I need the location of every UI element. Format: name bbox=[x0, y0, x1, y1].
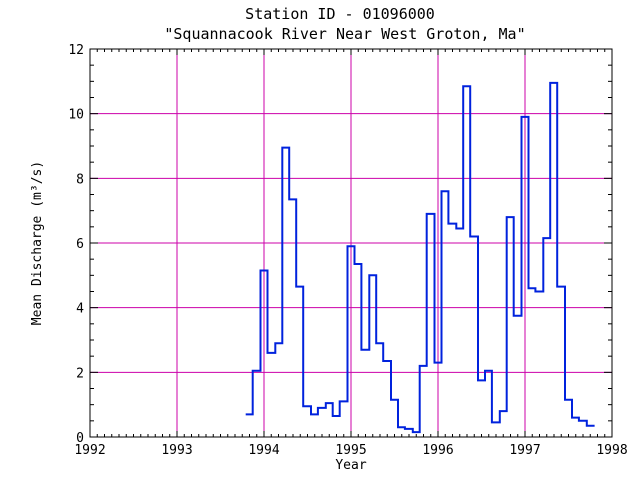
x-tick-label: 1997 bbox=[509, 443, 540, 458]
y-axis-label: Mean Discharge (m³/s) bbox=[30, 161, 45, 325]
x-tick-label: 1996 bbox=[422, 443, 453, 458]
y-tick-label: 8 bbox=[76, 172, 84, 187]
x-tick-label: 1992 bbox=[74, 443, 105, 458]
x-tick-label: 1995 bbox=[335, 443, 366, 458]
x-tick-label: 1998 bbox=[596, 443, 627, 458]
y-tick-label: 10 bbox=[68, 108, 84, 123]
chart-title: Station ID - 01096000 bbox=[245, 5, 435, 23]
x-tick-label: 1994 bbox=[248, 443, 279, 458]
ticks: 1992 1993 1994 1995 1996 1997 1998 0 2 4 6 8 10 12 bbox=[68, 43, 627, 458]
series-line bbox=[245, 81, 595, 434]
series-layer bbox=[245, 81, 595, 434]
x-axis-label: Year bbox=[335, 458, 366, 473]
y-tick-label: 4 bbox=[76, 302, 84, 317]
grid bbox=[90, 49, 612, 437]
y-tick-label: 2 bbox=[76, 366, 84, 381]
y-tick-label: 12 bbox=[68, 43, 84, 58]
y-tick-label: 6 bbox=[76, 237, 84, 252]
y-tick-label: 0 bbox=[76, 431, 84, 446]
chart-subtitle: "Squannacook River Near West Groton, Ma" bbox=[164, 25, 525, 43]
x-tick-label: 1993 bbox=[161, 443, 192, 458]
